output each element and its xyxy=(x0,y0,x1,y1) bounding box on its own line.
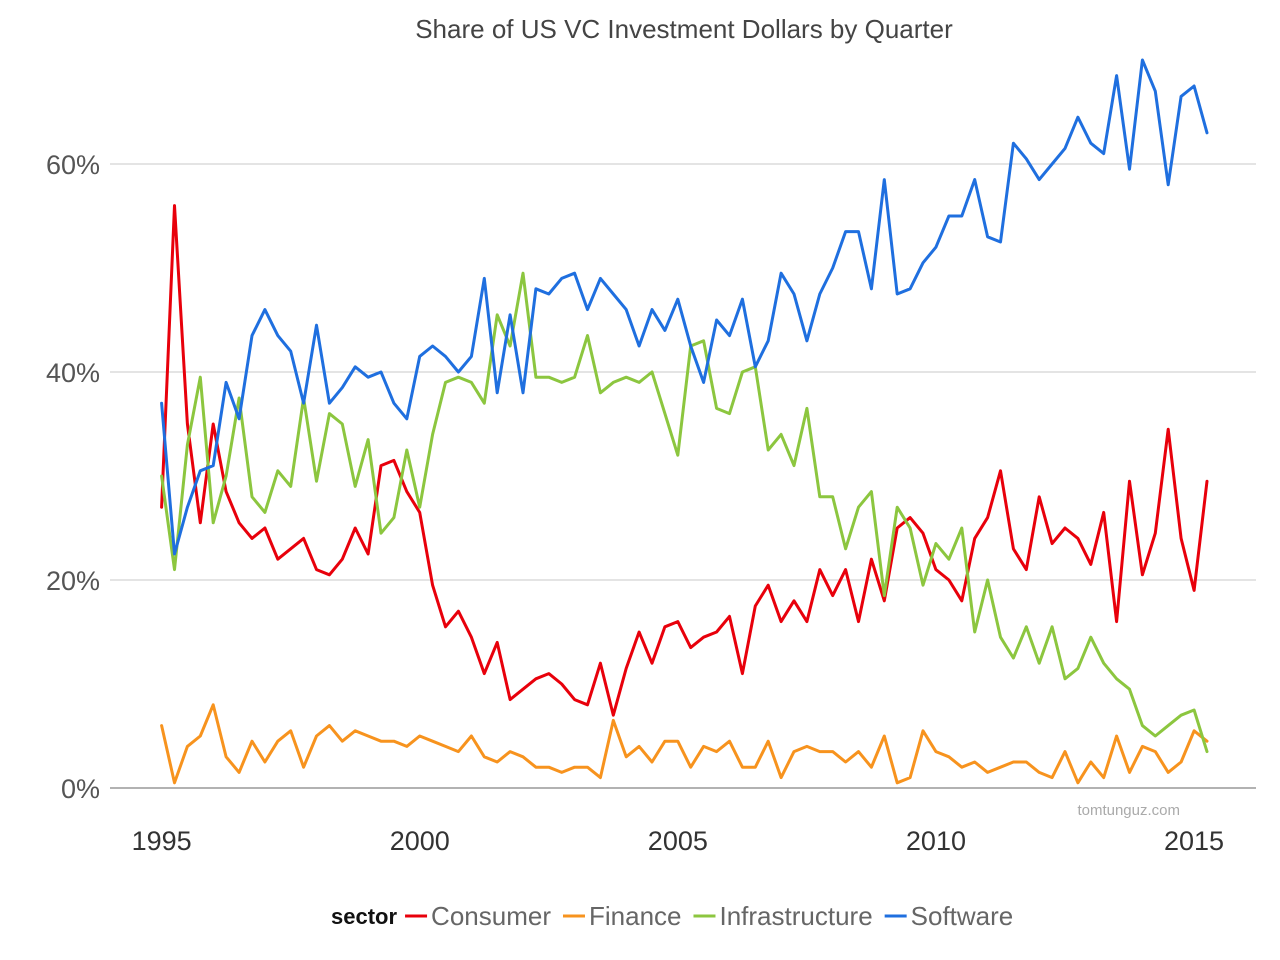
x-axis-ticks: 1995 2000 2005 2010 2015 xyxy=(132,826,1225,856)
watermark: tomtunguz.com xyxy=(1077,802,1180,819)
series-lines xyxy=(160,58,1209,785)
x-tick-label: 2000 xyxy=(390,826,450,856)
series-line-finance xyxy=(160,703,1209,785)
gridlines xyxy=(110,163,1256,789)
series-line-software xyxy=(160,58,1209,556)
y-tick-label: 0% xyxy=(61,774,100,804)
x-tick-label: 2010 xyxy=(906,826,966,856)
legend-label-software: Software xyxy=(911,901,1014,931)
legend-label-consumer: Consumer xyxy=(431,901,551,931)
series-line-consumer xyxy=(160,204,1209,717)
legend-label-infrastructure: Infrastructure xyxy=(719,901,872,931)
y-tick-label: 40% xyxy=(46,358,100,388)
x-tick-label: 1995 xyxy=(132,826,192,856)
x-tick-label: 2005 xyxy=(648,826,708,856)
legend-title: sector xyxy=(331,904,397,929)
legend-label-finance: Finance xyxy=(589,901,682,931)
y-axis-ticks: 0% 20% 40% 60% xyxy=(46,150,100,804)
legend: sector Consumer Finance Infrastructure Soft… xyxy=(331,901,1013,931)
y-tick-label: 60% xyxy=(46,150,100,180)
chart-title: Share of US VC Investment Dollars by Qua… xyxy=(415,14,953,44)
series-line-infrastructure xyxy=(160,271,1209,754)
y-tick-label: 20% xyxy=(46,566,100,596)
x-tick-label: 2015 xyxy=(1164,826,1224,856)
